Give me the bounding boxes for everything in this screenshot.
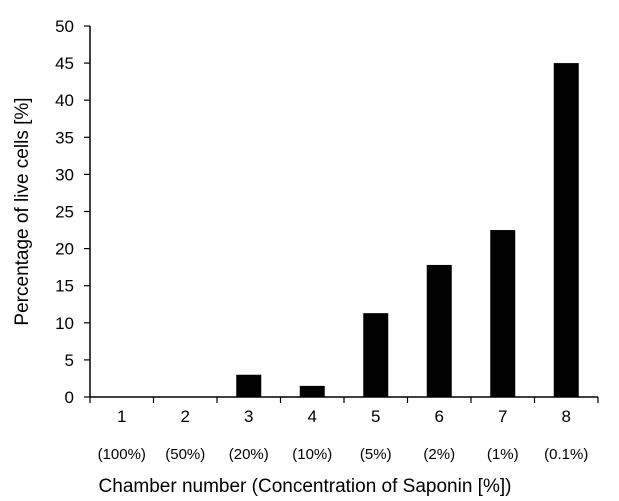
y-tick-label: 15	[55, 277, 74, 296]
bars	[236, 63, 579, 397]
y-tick-label: 50	[55, 17, 74, 36]
x-tick-label: 1	[117, 407, 126, 426]
x-sub-label: (2%)	[423, 446, 455, 463]
y-tick-label: 0	[65, 388, 74, 407]
bar	[299, 385, 325, 397]
x-tick-label: 4	[308, 407, 317, 426]
y-tick-label: 40	[55, 91, 74, 110]
x-sub-label: (1%)	[487, 446, 519, 463]
x-axis-label: Chamber number (Concentration of Saponin…	[99, 476, 512, 497]
bar	[236, 374, 262, 397]
y-tick-label: 30	[55, 165, 74, 184]
bar	[490, 230, 516, 397]
y-tick-label: 25	[55, 203, 74, 222]
y-tick-label: 35	[55, 128, 74, 147]
y-tick-label: 10	[55, 314, 74, 333]
y-axis-label: Percentage of live cells [%]	[12, 97, 33, 325]
x-sub-label: (0.1%)	[544, 446, 588, 463]
y-tick-label: 5	[65, 351, 74, 370]
x-sub-label: (10%)	[292, 446, 332, 463]
x-sub-label: (5%)	[360, 446, 392, 463]
x-axis: 1 (100%) 2 (50%) 3 (20%) 4 (10%) 5 (5%) 6 (2%) 7 (1%)…	[89, 397, 599, 463]
y-tick-label: 20	[55, 240, 74, 259]
x-tick-label: 6	[435, 407, 444, 426]
bar	[426, 264, 452, 397]
bar	[363, 313, 389, 397]
x-tick-label: 7	[498, 407, 507, 426]
plot-frame	[89, 26, 598, 398]
x-sub-label: (20%)	[229, 446, 269, 463]
x-tick-label: 3	[244, 407, 253, 426]
x-tick-label: 2	[181, 407, 190, 426]
y-axis: 0 5 10 15 20 25 30 35 40 45 50	[55, 17, 90, 407]
x-tick-label: 5	[371, 407, 380, 426]
y-tick-label: 45	[55, 54, 74, 73]
x-tick-label: 8	[562, 407, 571, 426]
bar	[553, 63, 579, 397]
x-sub-label: (100%)	[98, 446, 146, 463]
x-sub-label: (50%)	[165, 446, 205, 463]
